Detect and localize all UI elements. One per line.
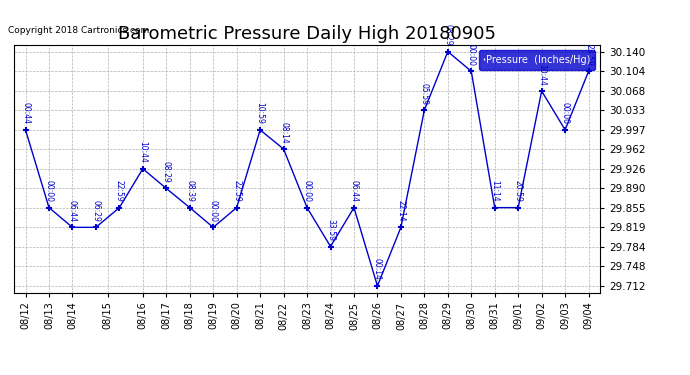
Text: 22:59: 22:59 (232, 180, 241, 202)
Text: 20:59: 20:59 (513, 180, 523, 202)
Title: Barometric Pressure Daily High 20180905: Barometric Pressure Daily High 20180905 (118, 26, 496, 44)
Text: 08:29: 08:29 (443, 24, 453, 46)
Text: 05:59: 05:59 (420, 82, 429, 105)
Text: 22:59: 22:59 (115, 180, 124, 202)
Text: 06:44: 06:44 (68, 200, 77, 222)
Text: 00:00: 00:00 (44, 180, 54, 202)
Text: 23:59: 23:59 (584, 44, 593, 66)
Text: 08:29: 08:29 (161, 161, 171, 183)
Text: Copyright 2018 Cartronics.com: Copyright 2018 Cartronics.com (8, 26, 149, 35)
Text: 10:59: 10:59 (255, 102, 265, 125)
Text: 00:44: 00:44 (21, 102, 30, 125)
Legend: Pressure  (Inches/Hg): Pressure (Inches/Hg) (480, 50, 595, 70)
Text: 06:29: 06:29 (91, 200, 101, 222)
Text: 08:39: 08:39 (185, 180, 195, 202)
Text: 00:00: 00:00 (466, 44, 476, 66)
Text: 11:14: 11:14 (490, 180, 500, 202)
Text: 00:14: 00:14 (373, 258, 382, 280)
Text: 00:00: 00:00 (560, 102, 570, 125)
Text: 08:14: 08:14 (279, 122, 288, 144)
Text: 06:44: 06:44 (349, 180, 359, 202)
Text: 00:00: 00:00 (208, 200, 218, 222)
Text: 22:14: 22:14 (396, 200, 406, 222)
Text: 33:59: 33:59 (326, 219, 335, 241)
Text: 10:44: 10:44 (537, 64, 546, 86)
Text: 10:44: 10:44 (138, 141, 148, 163)
Text: 00:00: 00:00 (302, 180, 312, 202)
